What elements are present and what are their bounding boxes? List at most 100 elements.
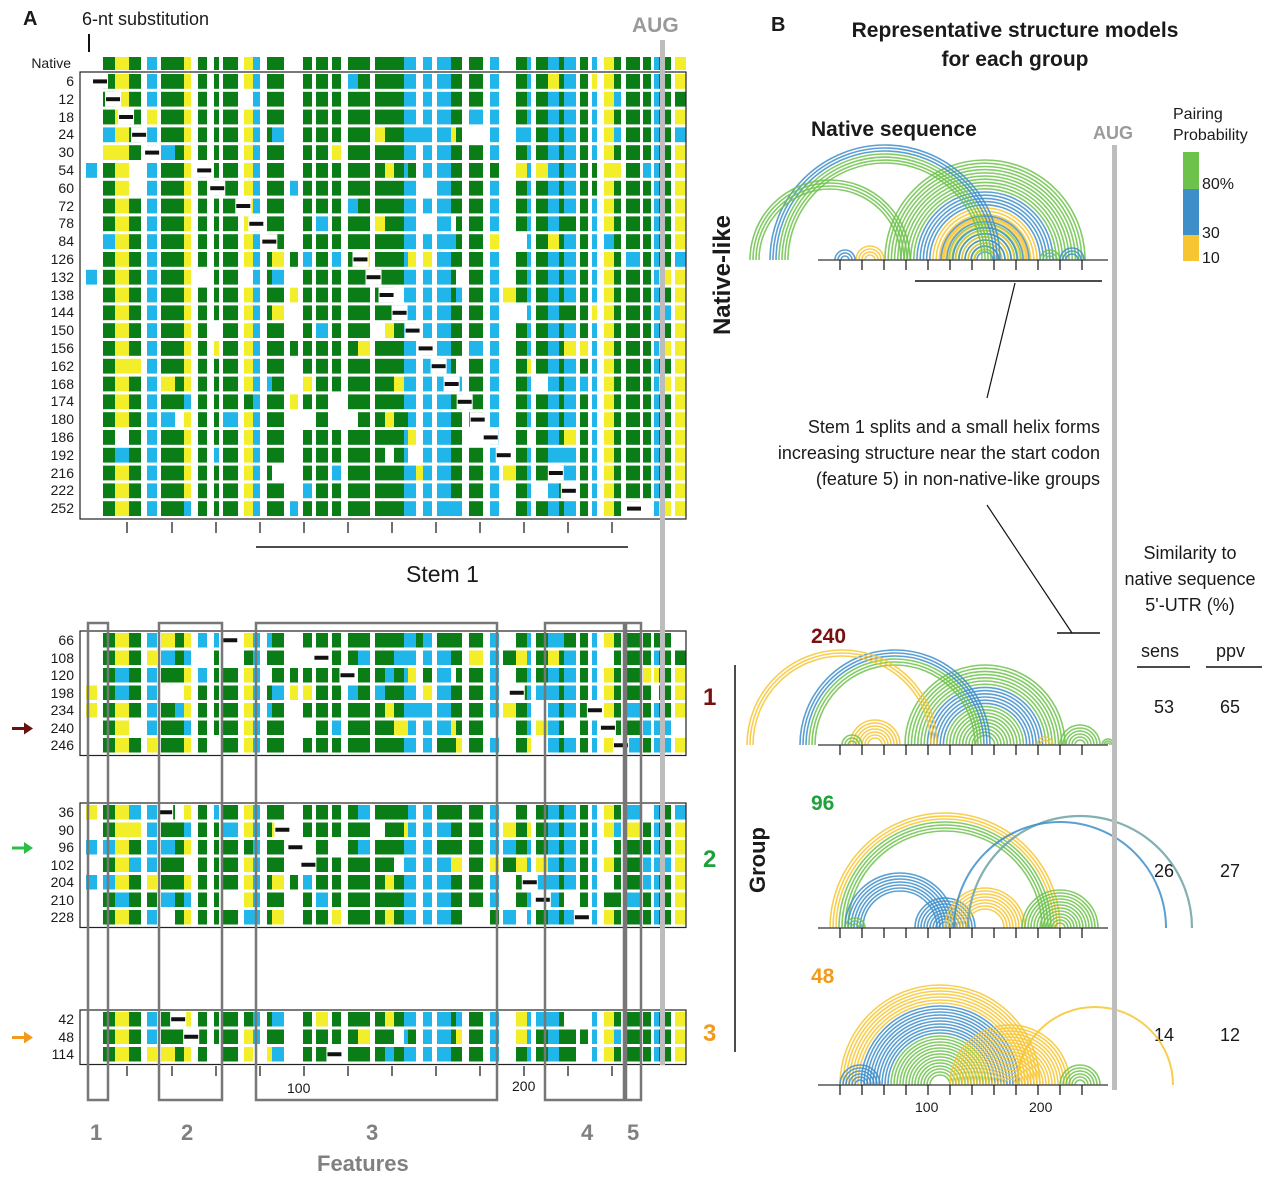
- substitution-marker: [340, 673, 355, 678]
- features-axis-label: Features: [317, 1151, 409, 1176]
- native-like-row-label-126: 126: [50, 251, 74, 267]
- substitution-marker: [249, 221, 264, 226]
- heatmap-row-120: [103, 668, 686, 683]
- group-3-arrow: [12, 1031, 33, 1044]
- aug-line-b: [1112, 145, 1117, 1090]
- feature-box-1: [86, 621, 110, 1102]
- model-240-ppv: 65: [1220, 697, 1241, 717]
- substitution-marker: [392, 310, 407, 315]
- substitution-marker: [535, 897, 550, 902]
- group-2-heatmap: [79, 802, 687, 929]
- substitution-marker: [301, 862, 316, 867]
- heatmap-row-240: [103, 720, 671, 735]
- substitution-marker: [93, 79, 108, 84]
- heatmap-row-96: [86, 840, 686, 855]
- heatmap-row-168: [103, 376, 686, 392]
- heatmap-row-18: [103, 109, 686, 125]
- substitution-marker: [210, 186, 225, 191]
- panel-b-label: B: [771, 14, 786, 36]
- group-1-row-label-240: 240: [50, 719, 74, 736]
- native-like-row-label-18: 18: [58, 108, 74, 125]
- native-like-row-label-186: 186: [50, 429, 74, 445]
- heatmap-row-78: [103, 216, 686, 232]
- axis-tick-200-a: 200: [512, 1078, 536, 1094]
- group-2-row-label-102: 102: [50, 856, 74, 873]
- legend-tick-30: 30: [1202, 225, 1220, 242]
- heatmap-row-198: [86, 685, 686, 700]
- group-2-row-label-90: 90: [58, 821, 74, 838]
- group-1-row-label-120: 120: [50, 667, 74, 683]
- heatmap-row-84: [103, 234, 686, 249]
- substitution-marker: [457, 399, 472, 404]
- heatmap-row-36: [86, 805, 686, 820]
- native-like-row-label-72: 72: [58, 197, 74, 214]
- heatmap-row-180: [103, 412, 686, 427]
- native-like-row-label-144: 144: [50, 304, 74, 321]
- substitution-marker: [522, 880, 537, 885]
- feature-box-3: [254, 621, 499, 1102]
- heatmap-row-234: [86, 703, 686, 718]
- substitution-marker: [379, 293, 394, 297]
- native-like-row-label-222: 222: [50, 482, 74, 499]
- heatmap-row-174: [103, 394, 686, 410]
- legend-color-high: [1183, 152, 1199, 189]
- group-1-arrow: [12, 722, 33, 735]
- sens-header: sens: [1141, 641, 1180, 661]
- feature-1-label: 1: [90, 1120, 103, 1145]
- heatmap-row-210: [103, 892, 686, 907]
- legend-title: Pairing Probability: [1173, 106, 1248, 144]
- group-1-heatmap: [79, 630, 687, 757]
- heatmap-row-6: [92, 74, 686, 89]
- heatmap-row-48: [103, 1029, 686, 1044]
- substitution-marker: [613, 743, 628, 748]
- native-like-heatmap: [79, 71, 687, 520]
- similarity-title: Similarity to native sequence 5'-UTR (%): [1124, 543, 1256, 615]
- model-96-ppv: 27: [1220, 861, 1241, 881]
- native-like-row-label-192: 192: [50, 446, 74, 463]
- native-like-row-label-174: 174: [50, 393, 74, 410]
- substitution-marker: [223, 638, 238, 643]
- ppv-header: ppv: [1216, 641, 1246, 661]
- heatmap-row-144: [103, 305, 686, 321]
- feature-5-label: 5: [627, 1120, 640, 1145]
- native-like-row-label-162: 162: [50, 357, 74, 374]
- model-96-label: 96: [811, 792, 835, 815]
- model-240-label: 240: [811, 625, 847, 648]
- native-like-row-label-180: 180: [50, 411, 74, 428]
- group-2-row-label-96: 96: [58, 839, 74, 855]
- group-3-row-label-114: 114: [51, 1046, 74, 1062]
- native-like-row-label-24: 24: [58, 126, 74, 143]
- group-2-row-label-228: 228: [50, 909, 74, 925]
- group-2-arrow: [12, 842, 33, 854]
- heatmap-row-54: [86, 163, 686, 178]
- panel-a-label: A: [23, 8, 38, 30]
- native-like-row-label-150: 150: [50, 322, 74, 339]
- substitution-marker: [587, 708, 602, 713]
- substitution-marker: [483, 435, 498, 440]
- substitution-marker: [275, 827, 290, 832]
- feature-4-label: 4: [581, 1120, 594, 1145]
- heatmap-row-24: [103, 127, 686, 143]
- native-row-label: Native: [31, 55, 71, 71]
- annotation-pointer-bottom: [986, 504, 1073, 634]
- group-3-heatmap: [79, 1009, 687, 1066]
- heatmap-row-204: [86, 875, 686, 890]
- heatmap-row-42: [103, 1012, 686, 1027]
- native-like-row-label-78: 78: [58, 215, 74, 232]
- substitution-marker: [444, 382, 459, 386]
- substitution-marker: [366, 275, 381, 280]
- heatmap-row-114: [103, 1047, 686, 1062]
- legend-color-low: [1183, 235, 1199, 261]
- group-2-number: 2: [703, 846, 717, 873]
- heatmap-row-138: [103, 287, 686, 303]
- substitution-marker: [132, 132, 147, 137]
- heatmap-row-132: [86, 269, 686, 285]
- native-like-row-label-54: 54: [58, 162, 74, 178]
- axis-tick-200-b: 200: [1029, 1099, 1053, 1115]
- feature-2-label: 2: [181, 1120, 194, 1145]
- model-48-ppv: 12: [1220, 1025, 1241, 1045]
- group-2-row-label-36: 36: [58, 804, 74, 820]
- native-like-row-label-168: 168: [50, 375, 74, 392]
- group-1-row-label-234: 234: [50, 702, 74, 718]
